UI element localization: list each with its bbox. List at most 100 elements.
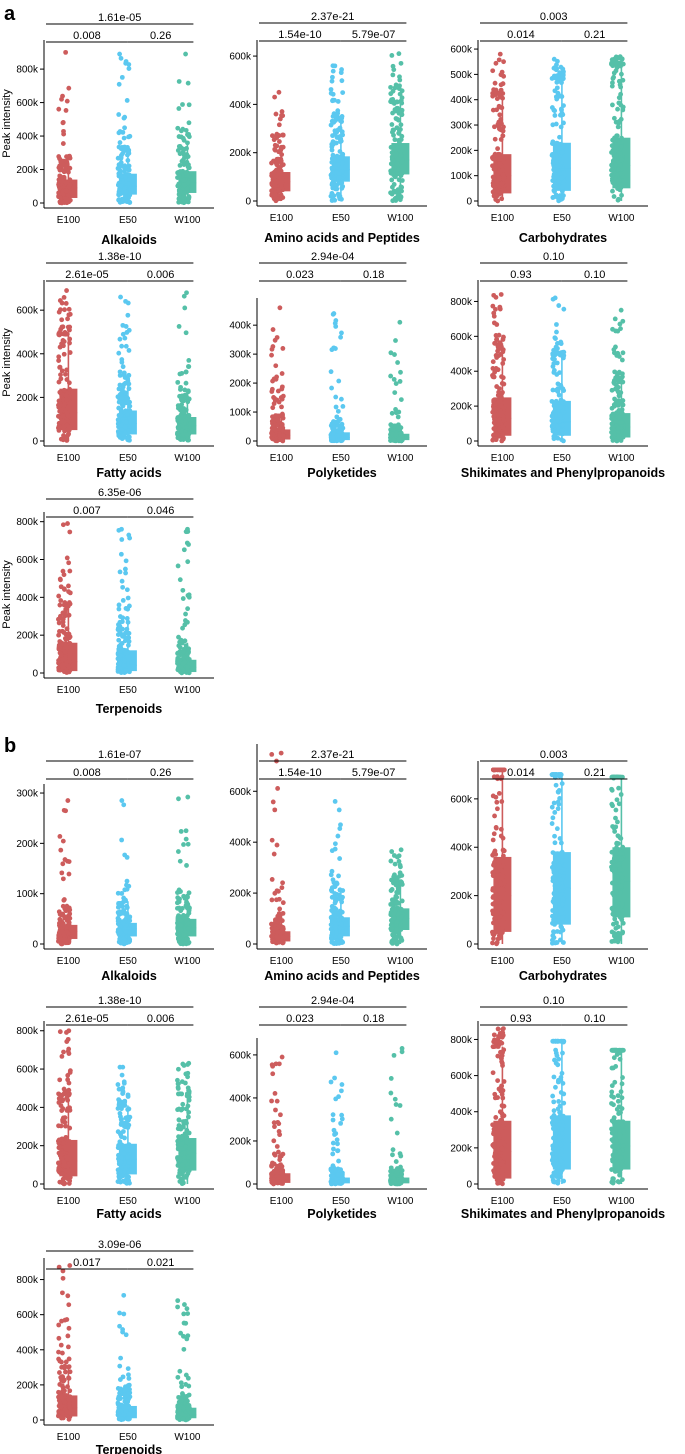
data-point [280, 412, 285, 418]
data-point [127, 535, 133, 541]
x-tick-label-E50: E50 [553, 453, 571, 464]
data-point [279, 404, 284, 410]
data-point [393, 432, 399, 438]
data-point [56, 331, 62, 337]
data-point [338, 822, 343, 828]
box-E100 [56, 521, 78, 675]
data-point [616, 931, 622, 937]
data-point [617, 54, 623, 60]
data-point [610, 188, 615, 194]
data-point [181, 893, 187, 899]
data-point [496, 421, 501, 427]
data-point [60, 838, 66, 844]
data-point [180, 157, 186, 163]
data-point [616, 785, 621, 791]
data-point [557, 197, 563, 202]
data-point [61, 572, 67, 578]
data-point [553, 121, 559, 127]
data-point [616, 178, 622, 184]
y-tick-label: 600k [16, 555, 39, 566]
data-point [126, 381, 132, 387]
data-point [280, 132, 286, 138]
data-point [117, 129, 123, 134]
data-point [67, 386, 73, 392]
p-value-label: 0.003 [540, 11, 568, 23]
data-point [67, 165, 73, 171]
data-point [273, 111, 279, 117]
data-point [549, 772, 555, 778]
x-tick-label-E100: E100 [57, 215, 81, 226]
data-point [124, 411, 130, 417]
data-point [185, 162, 191, 168]
data-point [186, 358, 192, 363]
p-value-label: 1.61e-07 [98, 749, 141, 761]
data-point [552, 810, 558, 815]
data-point [610, 137, 616, 143]
data-point [338, 155, 344, 161]
data-point [276, 426, 282, 432]
data-point [186, 646, 192, 652]
data-point [122, 167, 128, 173]
box-E50 [115, 51, 137, 205]
data-point [329, 385, 334, 391]
p-value-label: 0.007 [73, 505, 101, 517]
data-point [611, 115, 617, 121]
data-point [500, 133, 506, 139]
data-point [183, 127, 189, 133]
data-point [62, 587, 67, 592]
data-point [499, 196, 505, 202]
p-value-label: 1.61e-05 [98, 12, 141, 24]
data-point [333, 182, 338, 188]
data-point [609, 162, 615, 168]
data-point [494, 806, 500, 812]
data-point [127, 199, 133, 205]
p-value-label: 2.61e-05 [65, 269, 108, 281]
data-point [59, 368, 65, 374]
p-value-label: 0.21 [584, 29, 605, 41]
data-point [557, 836, 563, 841]
data-point [501, 124, 506, 130]
data-point [183, 51, 188, 57]
data-point [388, 84, 393, 90]
data-point [280, 910, 286, 916]
data-point [270, 405, 276, 411]
data-point [126, 639, 132, 644]
data-point [610, 58, 616, 63]
data-point [557, 796, 563, 801]
box-E50 [115, 798, 137, 947]
data-point [390, 906, 396, 911]
data-point [494, 384, 500, 389]
data-point [124, 419, 129, 425]
data-point [388, 190, 393, 196]
data-point [554, 159, 560, 165]
data-point [123, 558, 129, 564]
data-point [620, 844, 626, 850]
data-point [59, 1054, 65, 1059]
data-point [614, 840, 620, 846]
x-tick-label-E100: E100 [491, 956, 515, 967]
data-point [58, 372, 63, 378]
data-point [500, 894, 505, 900]
data-point [398, 152, 404, 158]
data-point [333, 924, 339, 930]
data-point [178, 652, 183, 658]
box-E50 [328, 799, 350, 946]
box-E100 [56, 288, 78, 443]
data-point [118, 412, 124, 418]
data-point [394, 99, 400, 105]
x-tick-label-E100: E100 [491, 213, 515, 224]
data-point [619, 157, 625, 163]
data-point [57, 615, 63, 621]
p-value-label: 1.54e-10 [278, 767, 321, 779]
data-point [389, 877, 394, 883]
data-point [494, 96, 500, 102]
data-point [559, 175, 565, 181]
data-point [66, 859, 72, 865]
data-point [186, 364, 191, 369]
data-point [279, 384, 285, 390]
data-point [125, 595, 131, 601]
data-point [61, 897, 67, 902]
y-tick-label: 400k [450, 367, 473, 378]
data-point [559, 188, 565, 194]
box-E100 [56, 49, 78, 206]
